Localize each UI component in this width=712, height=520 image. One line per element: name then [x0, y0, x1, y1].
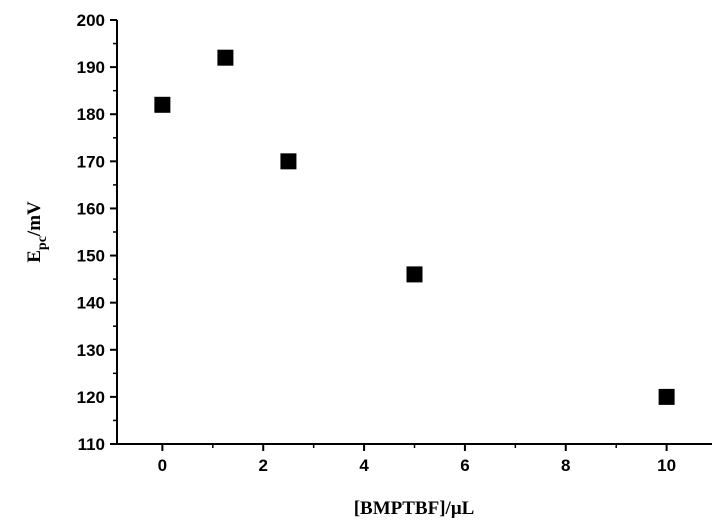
y-axis-title: Epc/mV	[24, 201, 50, 263]
data-points	[154, 49, 675, 405]
data-point	[280, 153, 297, 170]
x-tick-label: 0	[158, 456, 167, 475]
x-axis-title: [BMPTBF]/μL	[354, 498, 475, 519]
y-tick-label: 120	[77, 388, 105, 407]
y-ticks: 110 120 130 140 150 160 170 180 190 200	[77, 11, 117, 454]
data-point	[406, 266, 423, 283]
y-axis-title-subscript: pc	[35, 236, 50, 250]
x-tick-label: 4	[359, 456, 369, 475]
x-tick-label: 6	[460, 456, 469, 475]
x-tick-label: 8	[561, 456, 570, 475]
y-tick-label: 140	[77, 294, 105, 313]
y-axis-title-unit: /mV	[24, 201, 45, 237]
x-tick-label: 2	[258, 456, 267, 475]
y-tick-label: 170	[77, 152, 105, 171]
plot-area: 110 120 130 140 150 160 170 180 190 200 0 2 4 6 8 10	[77, 11, 712, 475]
data-point	[217, 49, 234, 66]
data-point	[154, 96, 171, 113]
x-tick-label: 10	[657, 456, 676, 475]
data-point	[658, 388, 675, 405]
y-tick-label: 150	[77, 247, 105, 266]
y-tick-label: 110	[78, 435, 105, 454]
y-axis-title-main: E	[24, 250, 45, 263]
y-tick-label: 130	[77, 341, 105, 360]
y-tick-label: 190	[77, 58, 105, 77]
x-ticks: 0 2 4 6 8 10	[158, 444, 676, 475]
svg-text:Epc/mV: Epc/mV	[24, 201, 50, 263]
y-tick-label: 200	[77, 11, 105, 30]
y-tick-label: 180	[77, 105, 105, 124]
y-tick-label: 160	[77, 199, 105, 218]
